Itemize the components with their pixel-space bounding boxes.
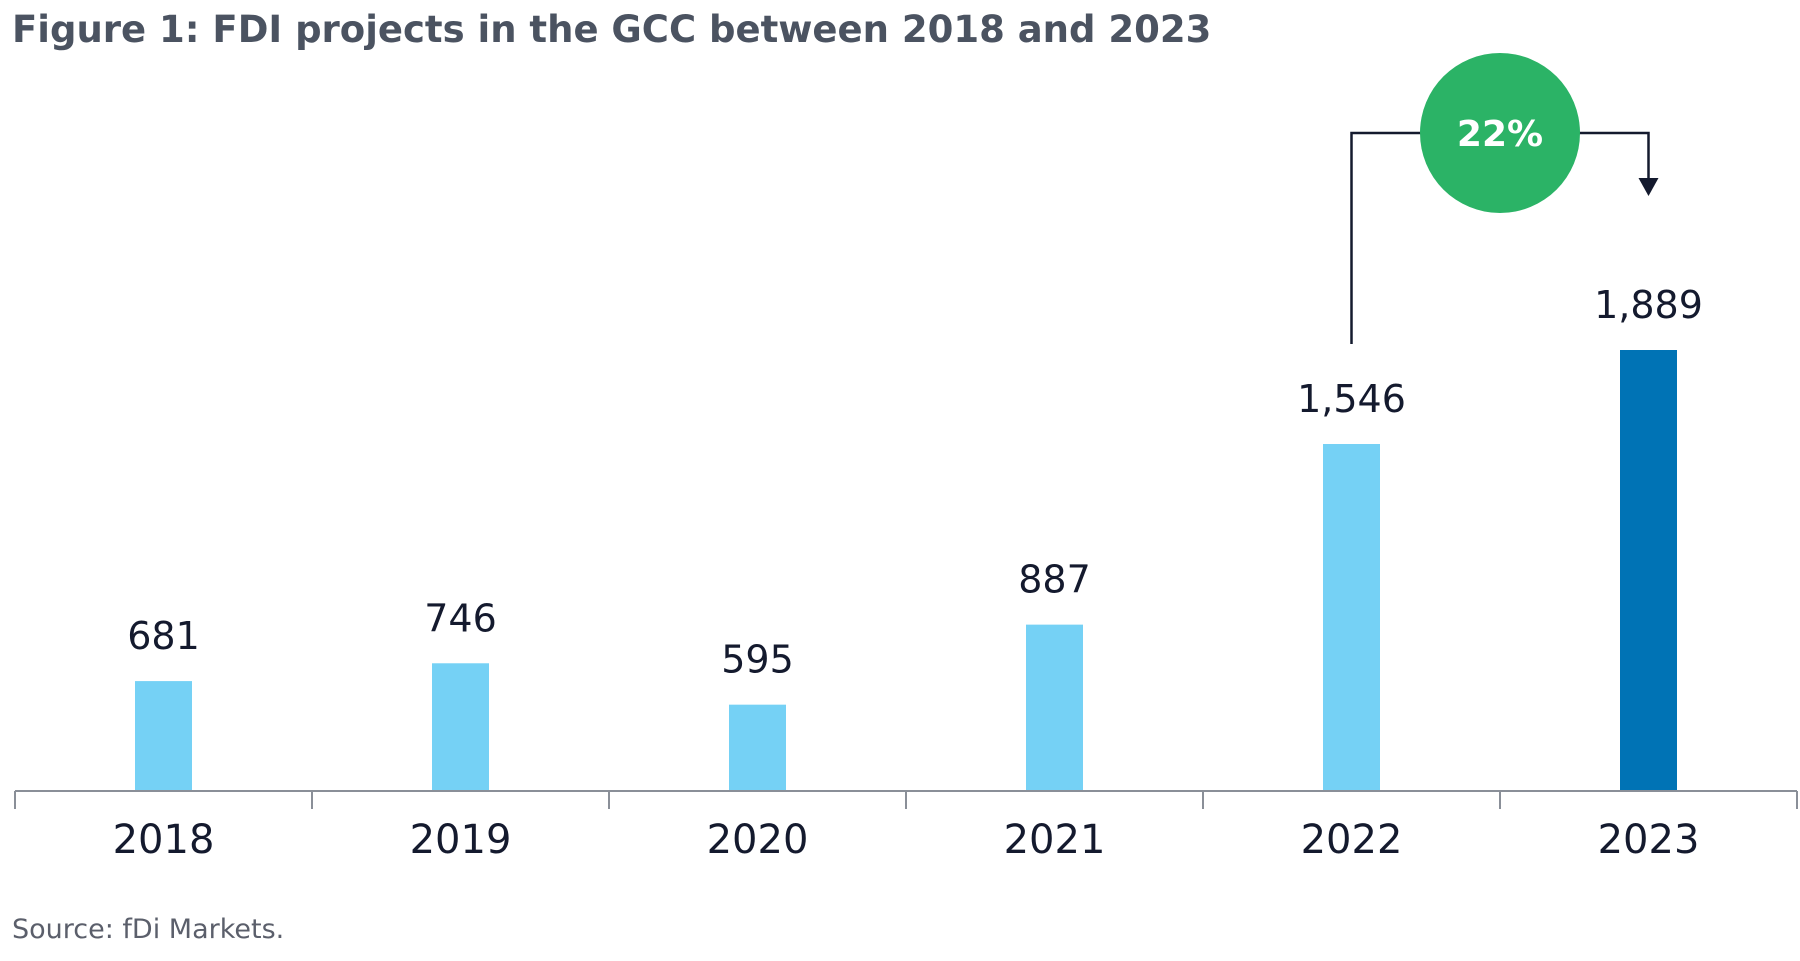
bar-2018 (135, 681, 192, 791)
growth-badge (1420, 53, 1580, 213)
bar-2019 (432, 663, 489, 791)
bar-2021 (1026, 624, 1083, 791)
x-tick-label-2019: 2019 (410, 817, 512, 863)
arrow-down-icon (1638, 178, 1659, 196)
x-tick-label-2021: 2021 (1004, 817, 1106, 863)
value-label-2021: 887 (1018, 558, 1091, 602)
bar-2022 (1323, 444, 1380, 791)
bar-2023 (1620, 350, 1677, 791)
value-label-2022: 1,546 (1297, 377, 1406, 421)
growth-badge-label: 22% (1457, 114, 1543, 155)
source-note: Source: fDi Markets. (12, 914, 285, 945)
value-label-2018: 681 (127, 614, 200, 658)
x-tick-label-2020: 2020 (707, 817, 809, 863)
chart-title: Figure 1: FDI projects in the GCC betwee… (12, 8, 1212, 51)
x-tick-label-2022: 2022 (1301, 817, 1403, 863)
bar-2020 (729, 704, 786, 791)
x-tick-label-2023: 2023 (1598, 817, 1700, 863)
value-label-2020: 595 (721, 638, 794, 682)
value-label-2023: 1,889 (1594, 283, 1703, 327)
value-label-2019: 746 (424, 596, 497, 640)
x-tick-label-2018: 2018 (113, 817, 215, 863)
